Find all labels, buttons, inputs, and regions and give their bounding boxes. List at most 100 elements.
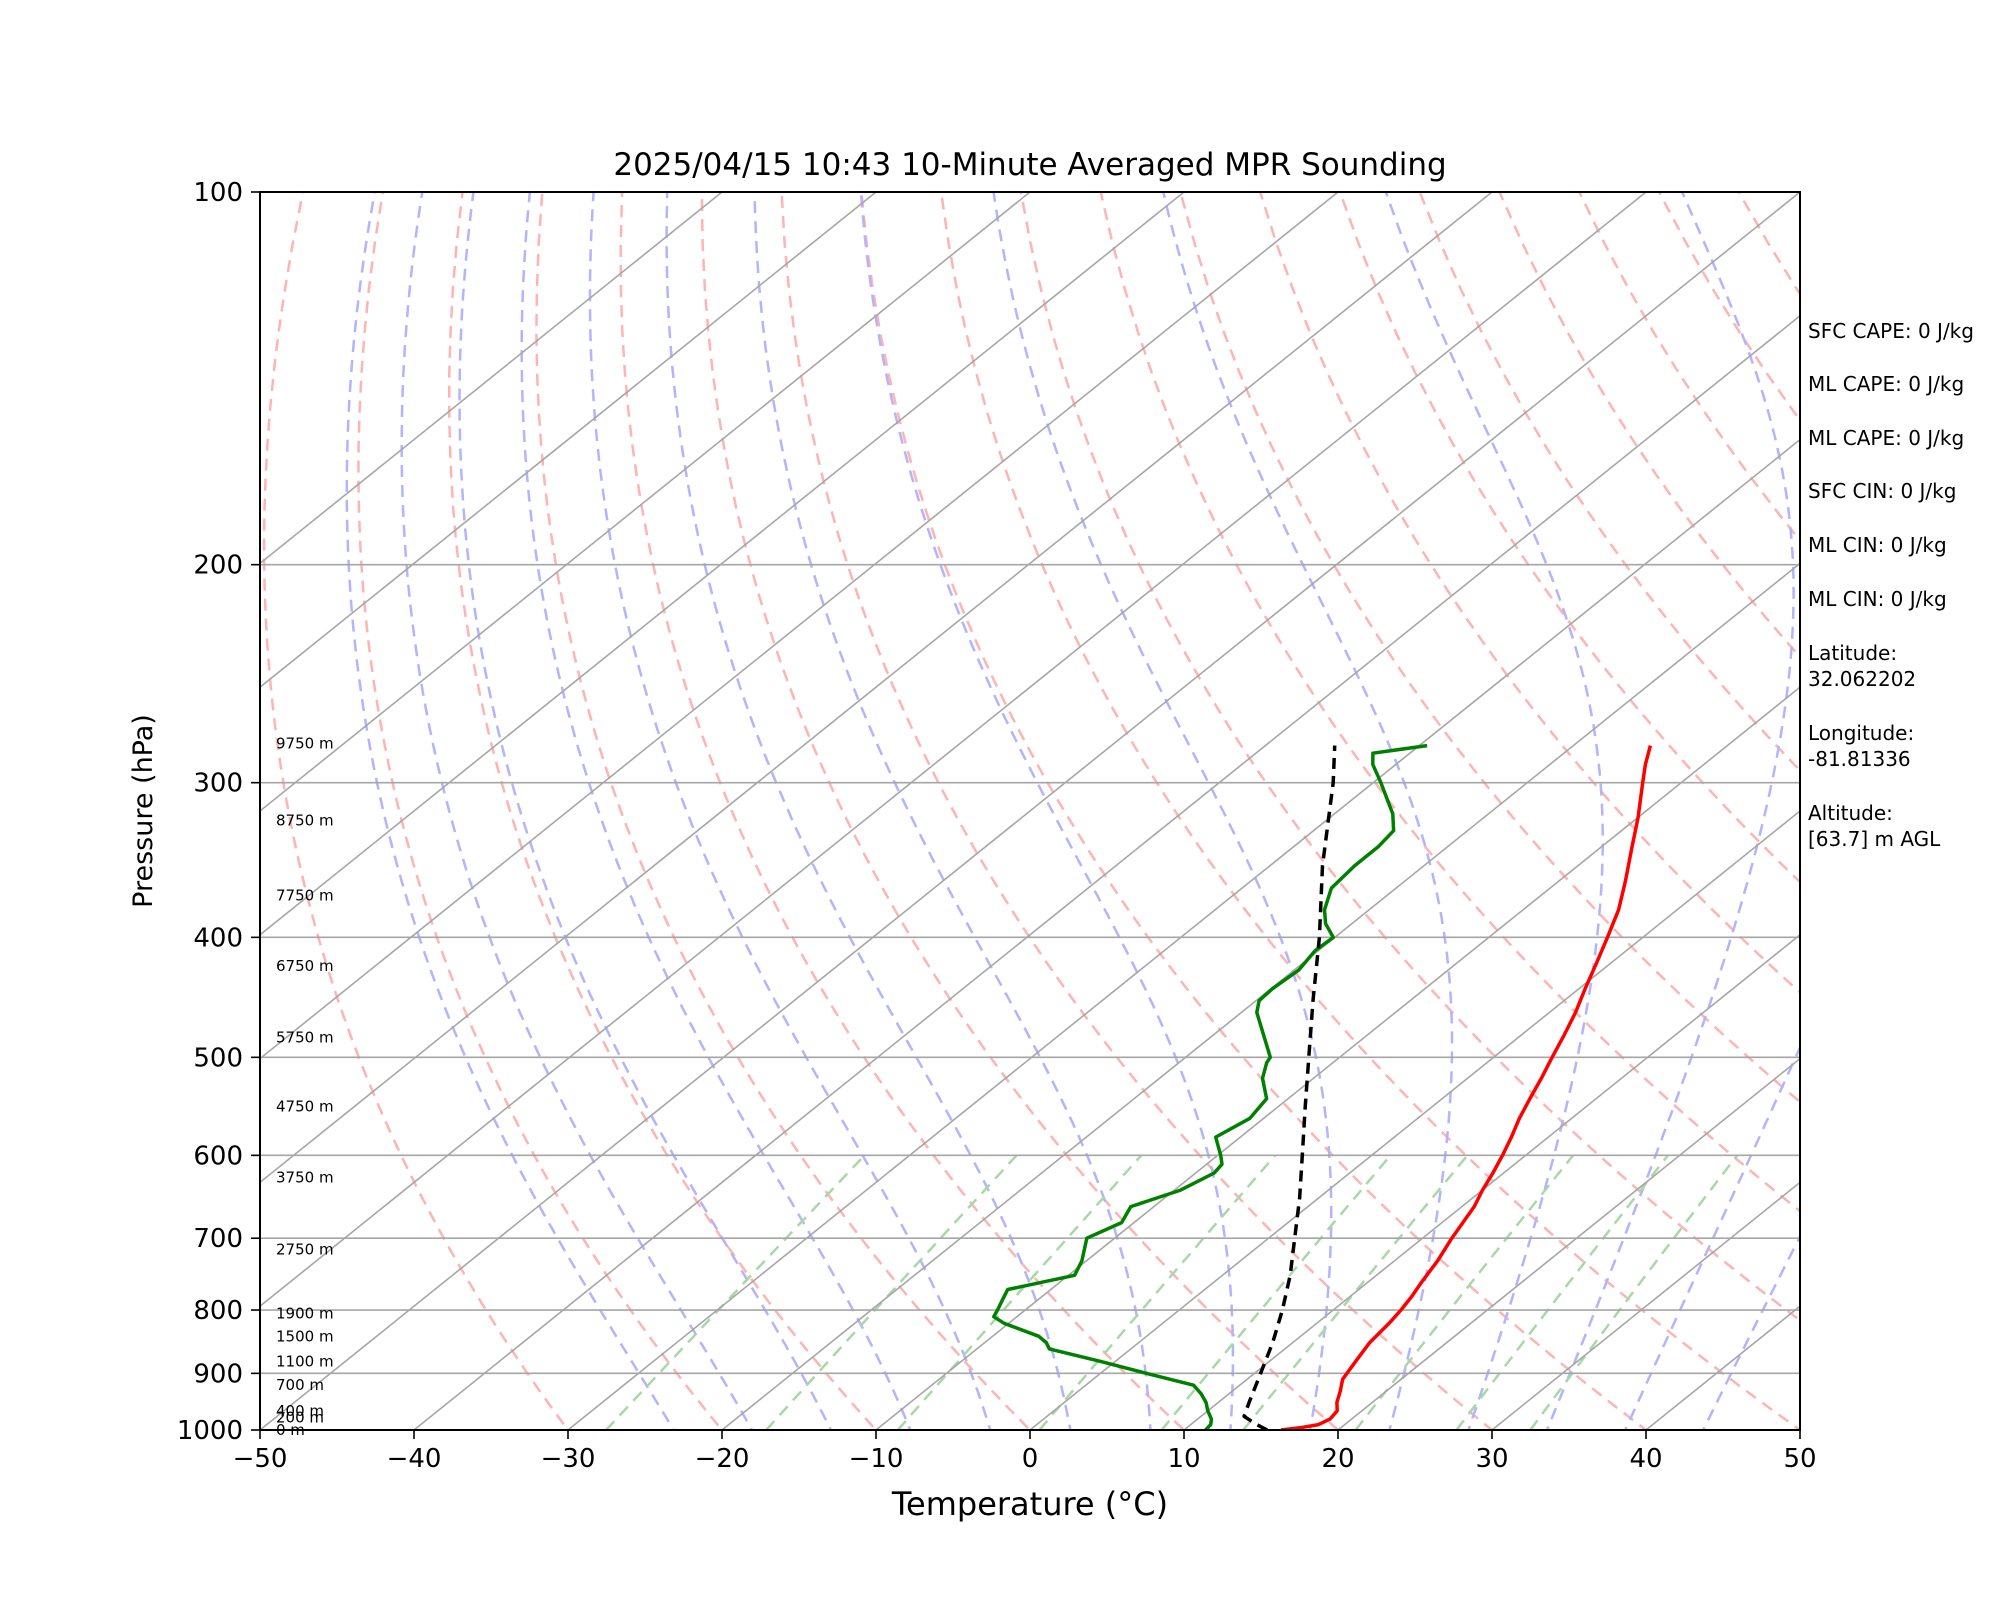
mixing-ratio-line bbox=[605, 1154, 866, 1430]
isotherm-line bbox=[260, 192, 1800, 1430]
x-tick-label: −40 bbox=[387, 1444, 442, 1474]
mixing-ratio-line bbox=[1455, 1154, 1669, 1430]
moist-adiabat-line bbox=[665, 192, 1072, 1430]
y-tick-label: 100 bbox=[193, 178, 243, 208]
height-label: 5750 m bbox=[276, 1029, 334, 1047]
annotation-text: SFC CAPE: 0 J/kg bbox=[1808, 319, 1974, 343]
mixing-ratio-line bbox=[896, 1154, 1143, 1430]
chart-title: 2025/04/15 10:43 10-Minute Averaged MPR … bbox=[613, 147, 1446, 183]
x-tick-label: 40 bbox=[1629, 1444, 1662, 1474]
isotherm-line bbox=[1490, 1181, 1800, 1430]
x-tick-label: −10 bbox=[849, 1444, 904, 1474]
height-label: 1100 m bbox=[276, 1352, 334, 1370]
isotherm-line bbox=[566, 438, 1800, 1430]
isotherm-line bbox=[1336, 1057, 1800, 1430]
dry-adiabat-line bbox=[262, 192, 570, 1430]
isotherm-line bbox=[260, 192, 878, 689]
annotation-text: SFC CIN: 0 J/kg bbox=[1808, 479, 1957, 503]
height-label: 4750 m bbox=[276, 1098, 334, 1116]
x-tick-label: 10 bbox=[1167, 1444, 1200, 1474]
moist-adiabat-line bbox=[458, 192, 833, 1430]
isotherm-line bbox=[1182, 933, 1800, 1430]
isotherm-line bbox=[412, 314, 1800, 1430]
isotherm-line bbox=[874, 686, 1800, 1430]
height-label: 6750 m bbox=[276, 957, 334, 975]
y-tick-label: 700 bbox=[193, 1224, 243, 1254]
mixing-ratio-line bbox=[1242, 1154, 1469, 1430]
isotherm-line bbox=[1028, 809, 1800, 1430]
dry-adiabat-line bbox=[357, 192, 724, 1430]
moist-adiabat-line bbox=[992, 192, 1333, 1430]
moist-adiabat-line bbox=[1162, 192, 1454, 1430]
y-axis-ticks: 100 200 300 400 500 600 700 800 900 1000 bbox=[177, 178, 260, 1446]
mixing-ratio-line bbox=[1038, 1154, 1277, 1430]
x-tick-label: −30 bbox=[541, 1444, 596, 1474]
x-tick-label: 30 bbox=[1475, 1444, 1508, 1474]
dewpoint-trace bbox=[992, 743, 1428, 1430]
y-tick-label: 800 bbox=[193, 1296, 243, 1326]
background-lines bbox=[260, 192, 1800, 1430]
y-tick-label: 400 bbox=[193, 923, 243, 953]
dry-adiabat-line bbox=[939, 192, 1800, 1430]
height-label: 0 m bbox=[276, 1421, 305, 1439]
y-tick-label: 200 bbox=[193, 551, 243, 581]
isotherm-line bbox=[1644, 1305, 1800, 1430]
isotherm-line bbox=[260, 192, 724, 565]
dry-adiabat-line bbox=[780, 192, 1494, 1430]
annotation-text: Altitude: [63.7] m AGL bbox=[1808, 801, 1941, 851]
x-tick-label: −20 bbox=[695, 1444, 750, 1474]
sounding-traces bbox=[992, 743, 1653, 1430]
mixing-ratio-line bbox=[765, 1154, 1018, 1430]
height-label: 700 m bbox=[276, 1376, 324, 1394]
height-label: 1500 m bbox=[276, 1327, 334, 1345]
y-tick-label: 500 bbox=[193, 1043, 243, 1073]
annotation-text: ML CAPE: 0 J/kg bbox=[1808, 426, 1965, 450]
dry-adiabat-line bbox=[447, 192, 878, 1430]
annotation-text: ML CIN: 0 J/kg bbox=[1808, 587, 1947, 611]
annotation-text: ML CAPE: 0 J/kg bbox=[1808, 372, 1965, 396]
y-axis-label: Pressure (hPa) bbox=[128, 714, 159, 908]
annotation-text: ML CIN: 0 J/kg bbox=[1808, 533, 1947, 557]
x-tick-label: 20 bbox=[1321, 1444, 1354, 1474]
mixing-ratio-line bbox=[1529, 1154, 1739, 1430]
isotherm-line bbox=[260, 192, 1648, 1308]
temperature-trace bbox=[1280, 745, 1653, 1430]
x-tick-label: 50 bbox=[1783, 1444, 1816, 1474]
y-tick-label: 900 bbox=[193, 1359, 243, 1389]
height-label: 2750 m bbox=[276, 1241, 334, 1259]
isotherm-line bbox=[260, 192, 1186, 936]
moist-adiabat-line bbox=[345, 192, 676, 1430]
y-tick-label: 1000 bbox=[177, 1416, 243, 1446]
dry-adiabat-line bbox=[860, 192, 1649, 1430]
height-label: 200 m bbox=[276, 1408, 324, 1426]
moist-adiabat-line bbox=[753, 192, 1152, 1430]
dry-adiabat-line bbox=[1019, 192, 1800, 1322]
annotation-text: Longitude: -81.81336 bbox=[1808, 721, 1915, 771]
y-tick-label: 600 bbox=[193, 1141, 243, 1171]
moist-adiabat-line bbox=[1545, 192, 1795, 1430]
height-label: 3750 m bbox=[276, 1168, 334, 1186]
dry-adiabat-line bbox=[619, 192, 1186, 1430]
dry-adiabat-line bbox=[1418, 192, 1800, 773]
x-axis-ticks: −50 −40 −30 −20 −10 0 10 20 30 40 50 bbox=[233, 1430, 1817, 1474]
isotherm-line bbox=[260, 192, 1032, 813]
isotherm-line bbox=[720, 562, 1800, 1430]
y-tick-label: 300 bbox=[193, 769, 243, 799]
annotation-text: Latitude: 32.062202 bbox=[1808, 641, 1917, 691]
dry-adiabat-line bbox=[1338, 192, 1800, 884]
x-tick-label: −50 bbox=[233, 1444, 288, 1474]
height-label: 400 m bbox=[276, 1402, 324, 1420]
isotherm-line bbox=[260, 192, 1340, 1060]
height-label: 8750 m bbox=[276, 812, 334, 830]
moist-adiabat-line bbox=[520, 192, 912, 1430]
height-label: 9750 m bbox=[276, 735, 334, 753]
x-axis-label: Temperature (°C) bbox=[891, 1485, 1168, 1523]
x-tick-label: 0 bbox=[1022, 1444, 1039, 1474]
height-label: 7750 m bbox=[276, 886, 334, 904]
parcel-trace bbox=[1242, 745, 1337, 1430]
moist-adiabat-line bbox=[859, 192, 1235, 1430]
moist-adiabat-line bbox=[400, 192, 754, 1430]
dry-adiabat-line bbox=[1259, 192, 1800, 995]
